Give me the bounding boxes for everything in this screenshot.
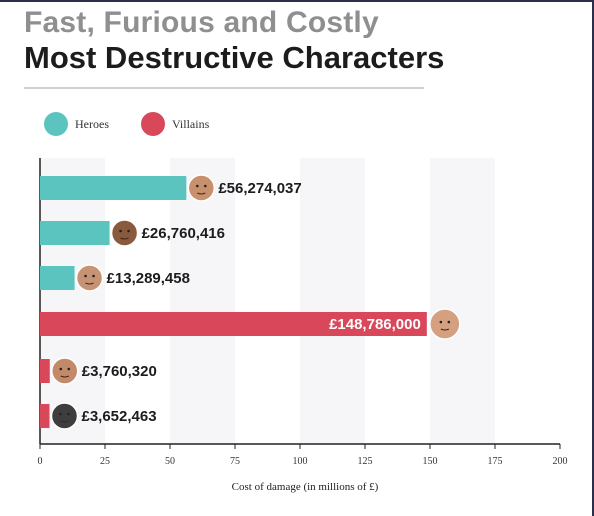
bar-value-label: £56,274,037 — [218, 180, 301, 197]
x-tick-label: 75 — [230, 456, 240, 467]
bar-chart: 0 25 50 75 100 125 150 175 200 Cost of damage (in… — [38, 158, 568, 493]
face-mouth-icon — [60, 420, 69, 423]
bar-value-label: £148,786,000 — [329, 316, 421, 333]
face-mouth-icon — [197, 192, 206, 195]
character-face-icon — [50, 402, 79, 430]
right-border — [592, 0, 594, 516]
character-face-icon — [75, 264, 104, 292]
grid-band — [430, 158, 495, 444]
face-eye-icon — [84, 274, 87, 278]
face-eye-icon — [204, 184, 207, 188]
character-face-icon — [187, 174, 216, 202]
bar — [40, 266, 75, 290]
face-eye-icon — [439, 320, 443, 324]
face-eye-icon — [59, 412, 62, 416]
character-face-icon — [51, 357, 79, 385]
bar — [40, 404, 50, 428]
grid-band — [105, 158, 170, 444]
chart-title: Fast, Furious and Costly — [24, 6, 379, 39]
face-eye-icon — [127, 229, 130, 233]
bar — [40, 221, 110, 245]
x-tick-label: 0 — [38, 456, 43, 467]
legend-label-heroes: Heroes — [75, 116, 109, 131]
character-face-icon — [110, 219, 139, 247]
grid-band — [300, 158, 365, 444]
legend: Heroes Villains — [44, 112, 241, 136]
chart-subtitle: Most Destructive Characters — [24, 40, 445, 75]
face-eye-icon — [119, 229, 122, 233]
bar — [40, 359, 50, 383]
grid-band — [235, 158, 300, 444]
face-eye-icon — [67, 367, 71, 371]
face-mouth-icon — [440, 328, 450, 331]
bar — [40, 176, 187, 200]
face-eye-icon — [447, 320, 451, 324]
title-divider — [24, 87, 424, 89]
face-mouth-icon — [60, 375, 70, 378]
x-tick-label: 150 — [423, 456, 438, 467]
bar — [40, 312, 427, 336]
face-eye-icon — [59, 367, 63, 371]
x-axis-title: Cost of damage (in millions of £) — [232, 481, 379, 493]
grid-band — [40, 158, 105, 444]
legend-label-villains: Villains — [171, 116, 210, 131]
x-tick-label: 125 — [358, 456, 373, 467]
bar-value-label: £13,289,458 — [107, 270, 190, 287]
grid-band — [365, 158, 430, 444]
bar-value-label: £26,760,416 — [142, 225, 225, 242]
x-tick-label: 50 — [165, 456, 175, 467]
character-face-icon — [429, 308, 461, 340]
x-tick-label: 100 — [293, 456, 308, 467]
x-tick-label: 200 — [553, 456, 568, 467]
x-tick-label: 25 — [100, 456, 110, 467]
legend-item-heroes: Heroes — [44, 112, 109, 136]
legend-swatch-heroes — [44, 112, 68, 136]
top-border — [0, 0, 594, 2]
face-eye-icon — [196, 184, 199, 188]
face-eye-icon — [92, 274, 95, 278]
face-mouth-icon — [120, 237, 129, 240]
grid-band — [495, 158, 560, 444]
bar-value-label: £3,652,463 — [81, 408, 156, 425]
legend-swatch-villains — [140, 112, 165, 136]
grid-band — [170, 158, 235, 444]
x-tick-label: 175 — [488, 456, 503, 467]
bar-value-label: £3,760,320 — [82, 363, 157, 380]
face-eye-icon — [67, 412, 70, 416]
face-mouth-icon — [85, 282, 94, 285]
legend-item-villains: Villains — [140, 112, 210, 136]
